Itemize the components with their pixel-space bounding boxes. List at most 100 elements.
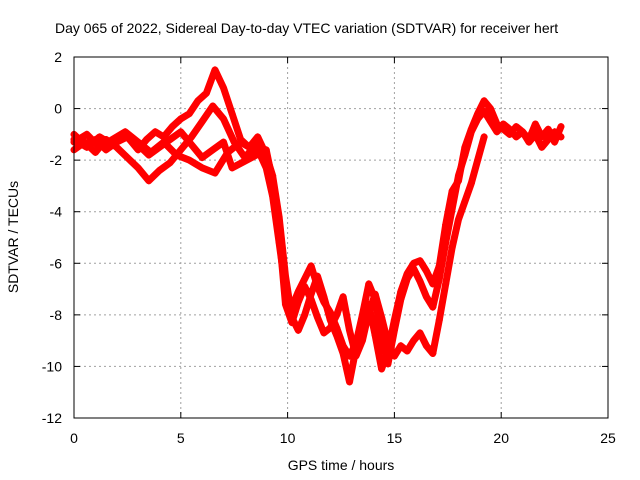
x-tick-label: 0	[70, 430, 78, 446]
data-point	[422, 267, 430, 275]
data-point	[480, 133, 488, 141]
data-point	[390, 326, 398, 334]
data-point	[442, 239, 450, 247]
data-point	[480, 107, 488, 115]
data-point	[83, 130, 91, 138]
data-point	[269, 177, 277, 185]
data-point	[512, 123, 520, 131]
y-tick-label: -4	[50, 204, 63, 220]
data-point	[121, 128, 129, 136]
data-point	[416, 329, 424, 337]
data-point	[224, 148, 232, 156]
data-point	[487, 117, 495, 125]
x-axis-label: GPS time / hours	[288, 457, 395, 473]
data-point	[301, 275, 309, 283]
data-point	[448, 205, 456, 213]
data-point	[185, 110, 193, 118]
data-point	[378, 365, 386, 373]
data-point	[371, 290, 379, 298]
data-point	[512, 133, 520, 141]
data-series	[70, 66, 565, 386]
data-point	[134, 164, 142, 172]
data-point	[177, 146, 185, 154]
data-point	[237, 138, 245, 146]
data-point	[211, 169, 219, 177]
data-point	[147, 148, 155, 156]
data-point	[202, 89, 210, 97]
x-tick-label: 20	[493, 430, 509, 446]
data-point	[557, 123, 565, 131]
data-point	[294, 298, 302, 306]
data-point	[557, 133, 565, 141]
data-point	[168, 123, 176, 131]
y-tick-label: -2	[50, 152, 63, 168]
y-tick-labels: -12 -10 -8 -6 -4 -2 0 2	[42, 49, 62, 426]
axis-ticks	[73, 56, 609, 419]
x-tick-label: 5	[177, 430, 185, 446]
data-point	[220, 138, 228, 146]
data-point	[493, 128, 501, 136]
data-point	[108, 136, 116, 144]
data-point	[339, 342, 347, 350]
data-point	[166, 136, 174, 144]
data-point	[346, 378, 354, 386]
data-point	[467, 179, 475, 187]
data-point	[442, 280, 450, 288]
data-point	[249, 146, 257, 154]
data-point	[429, 350, 437, 358]
data-point	[123, 154, 131, 162]
data-point	[384, 339, 392, 347]
data-point	[551, 138, 559, 146]
data-point	[358, 337, 366, 345]
data-point	[314, 282, 322, 290]
data-point	[155, 166, 163, 174]
data-point	[307, 295, 315, 303]
data-point	[365, 308, 373, 316]
plot-frame	[73, 56, 609, 419]
data-point	[160, 138, 168, 146]
grid-lines	[74, 57, 608, 418]
data-point	[281, 301, 289, 309]
data-point	[474, 156, 482, 164]
data-point	[102, 146, 110, 154]
data-point	[410, 264, 418, 272]
data-point	[228, 110, 236, 118]
y-tick-label: -10	[42, 358, 62, 374]
data-point	[454, 215, 462, 223]
data-point	[422, 293, 430, 301]
data-point	[220, 84, 228, 92]
data-point	[326, 308, 334, 316]
data-point	[461, 197, 469, 205]
data-point	[474, 115, 482, 123]
data-point	[198, 117, 206, 125]
data-point	[185, 156, 193, 164]
y-tick-label: -6	[50, 255, 63, 271]
data-point	[301, 282, 309, 290]
data-point	[384, 360, 392, 368]
data-point	[519, 128, 527, 136]
data-point	[499, 120, 507, 128]
data-point	[145, 177, 153, 185]
data-point	[365, 280, 373, 288]
data-point	[187, 141, 195, 149]
data-point	[410, 337, 418, 345]
data-point	[416, 277, 424, 285]
data-point	[422, 342, 430, 350]
x-tick-labels: 0 5 10 15 20 25	[70, 430, 616, 446]
data-point	[339, 293, 347, 301]
data-point	[209, 102, 217, 110]
chart-title: Day 065 of 2022, Sidereal Day-to-day VTE…	[55, 20, 558, 36]
data-point	[416, 257, 424, 265]
data-point	[403, 275, 411, 283]
y-axis-label: SDTVAR / TECUs	[5, 181, 21, 293]
data-point	[461, 151, 469, 159]
data-point	[397, 295, 405, 303]
data-point	[228, 164, 236, 172]
data-point	[262, 154, 270, 162]
y-tick-label: 2	[54, 49, 62, 65]
y-tick-label: -12	[42, 410, 62, 426]
data-point	[551, 128, 559, 136]
data-point	[307, 262, 315, 270]
data-point	[151, 128, 159, 136]
data-point	[378, 313, 386, 321]
